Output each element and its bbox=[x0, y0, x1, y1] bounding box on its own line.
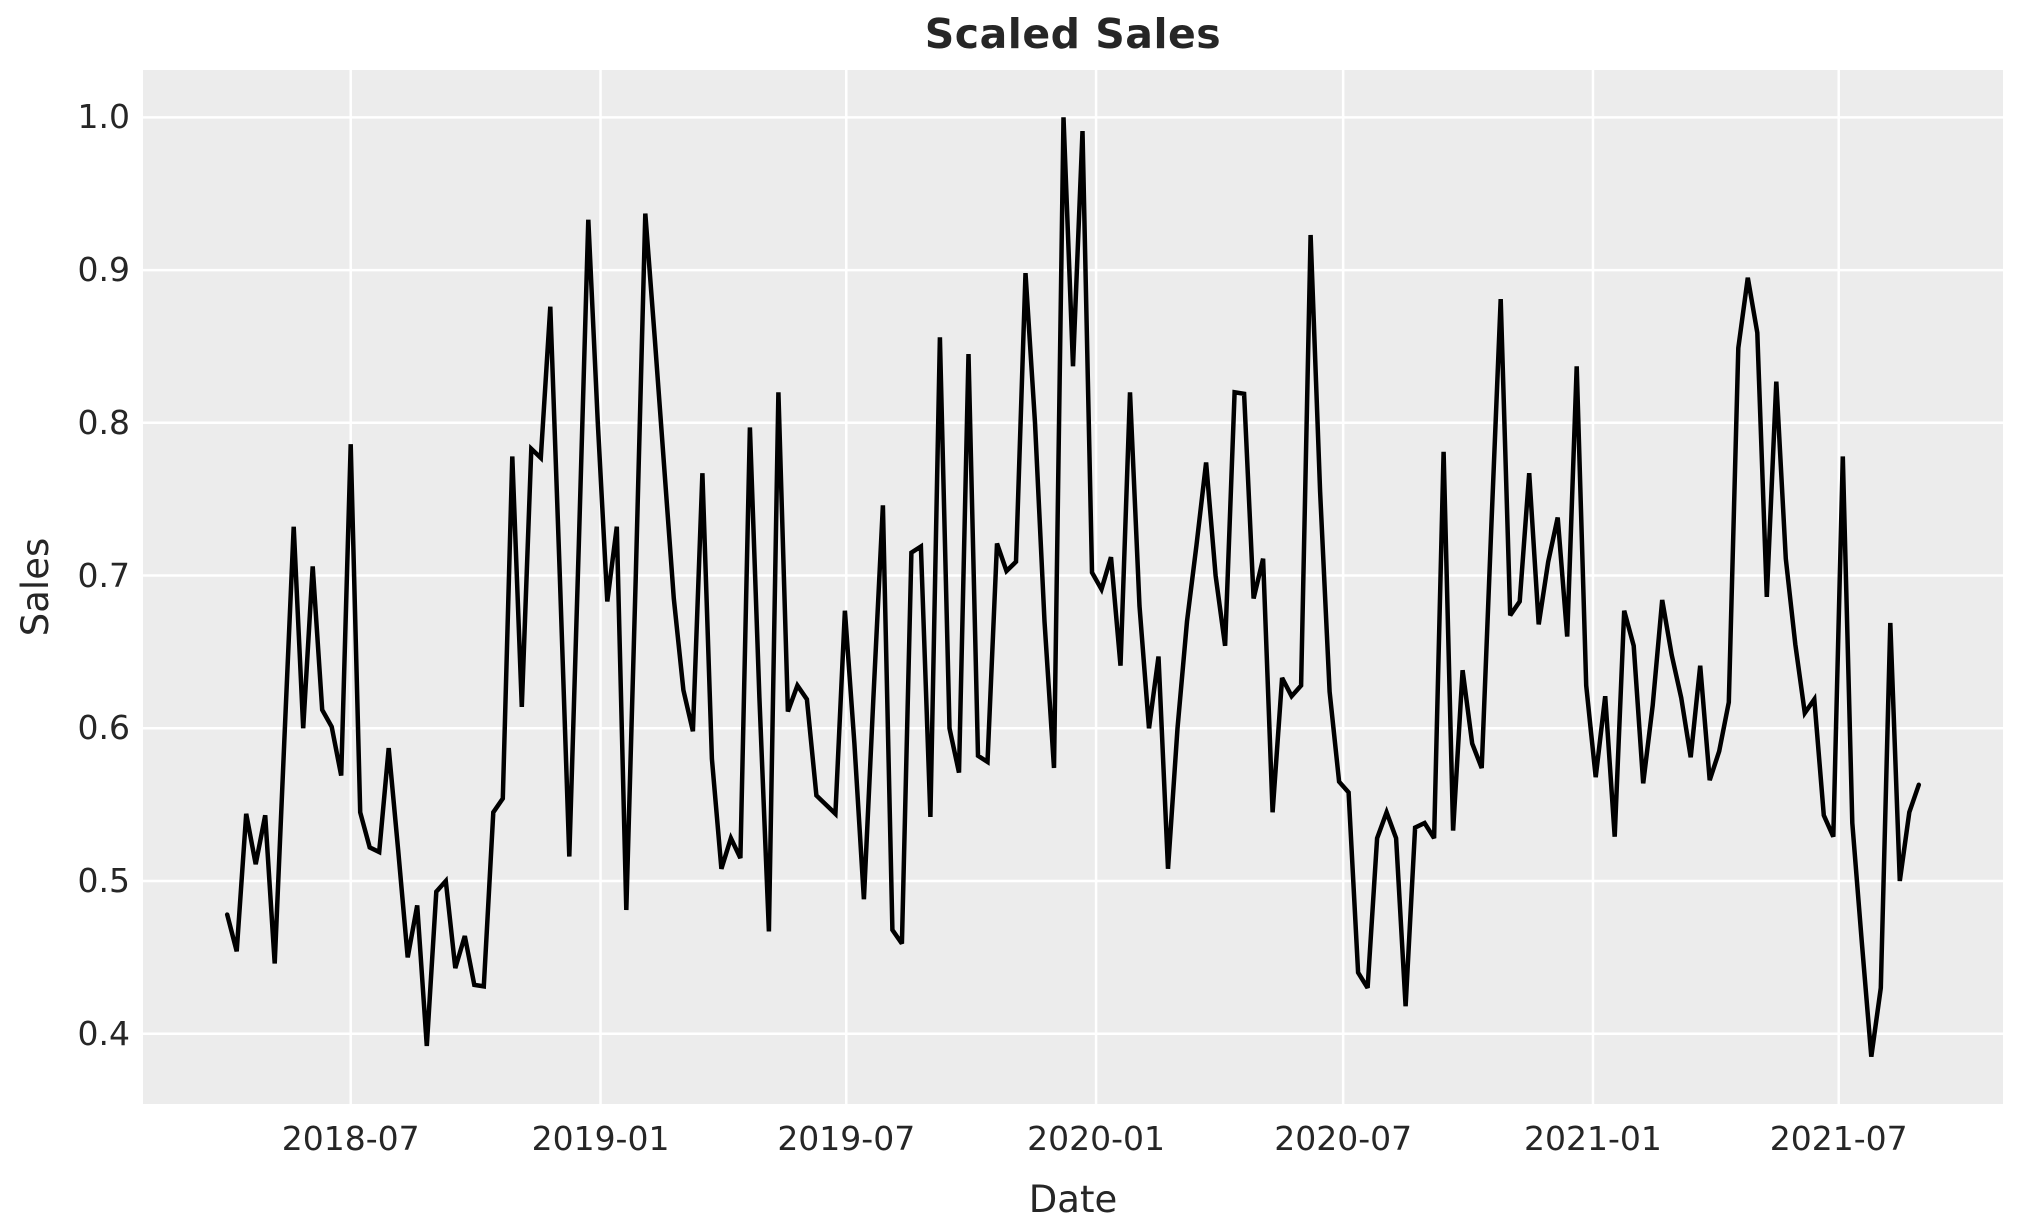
x-tick-label: 2021-01 bbox=[1524, 1119, 1662, 1158]
x-tick-label: 2021-07 bbox=[1769, 1119, 1908, 1158]
y-tick-label: 0.7 bbox=[77, 555, 130, 595]
y-tick-label: 0.4 bbox=[77, 1013, 130, 1053]
y-tick-label: 0.9 bbox=[77, 250, 130, 290]
x-tick-label: 2019-07 bbox=[777, 1119, 916, 1158]
x-tick-label: 2020-07 bbox=[1274, 1119, 1413, 1158]
y-tick-label: 0.6 bbox=[77, 708, 130, 748]
data-line bbox=[224, 117, 1922, 1058]
y-tick-label: 1.0 bbox=[77, 97, 130, 137]
grid-lines bbox=[143, 70, 2003, 1104]
x-tick-label: 2019-01 bbox=[531, 1119, 670, 1158]
x-tick-label: 2020-01 bbox=[1027, 1119, 1166, 1158]
y-tick-label: 0.8 bbox=[77, 402, 130, 442]
x-axis-label: Date bbox=[1028, 1178, 1118, 1221]
chart-title: Scaled Sales bbox=[924, 10, 1222, 58]
x-tick-label: 2018-07 bbox=[281, 1119, 420, 1158]
y-tick-label: 0.5 bbox=[77, 861, 130, 900]
data-line-layer bbox=[224, 117, 1922, 1058]
